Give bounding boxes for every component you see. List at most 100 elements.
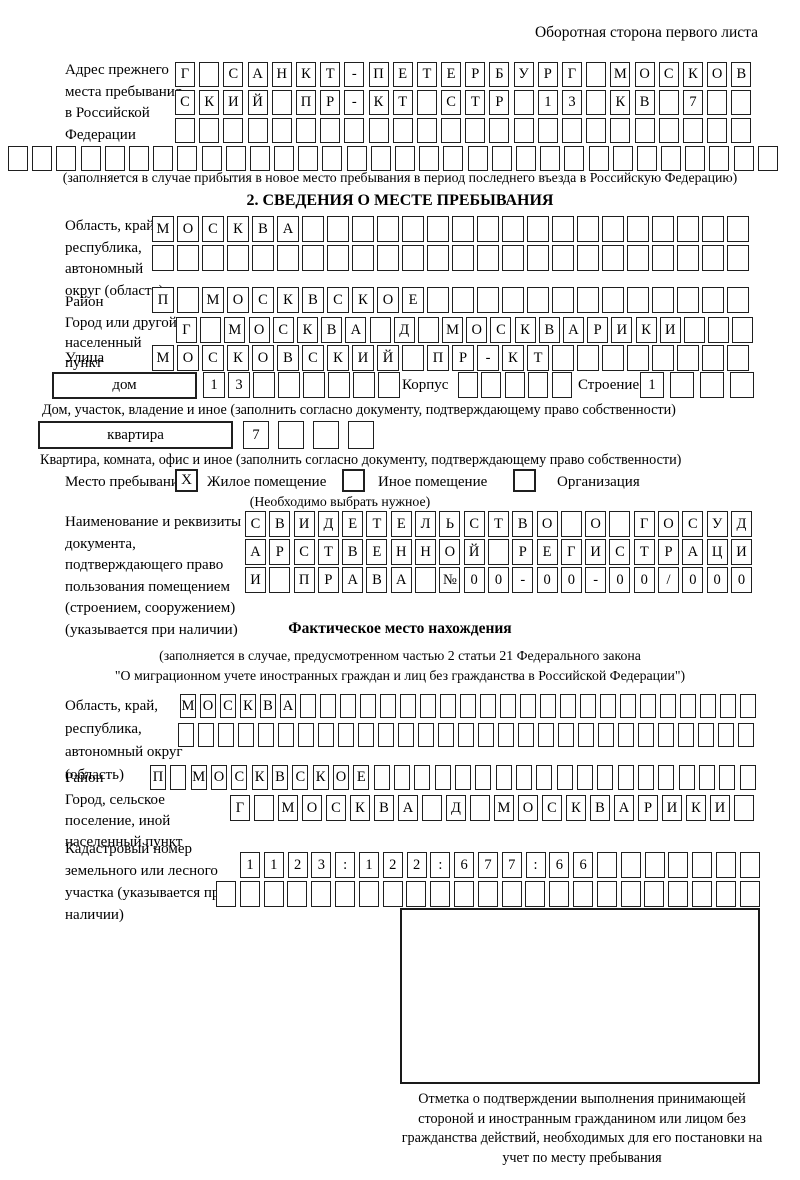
char-cell[interactable] [578, 723, 594, 747]
char-cell[interactable]: Й [463, 539, 485, 565]
char-cell[interactable]: П [427, 345, 449, 371]
char-cell[interactable] [338, 723, 354, 747]
char-cell[interactable]: С [293, 539, 315, 565]
char-cell[interactable] [677, 345, 699, 371]
char-cell[interactable]: 3 [562, 90, 582, 115]
char-cell[interactable]: М [180, 694, 196, 718]
char-cell[interactable] [551, 372, 572, 398]
char-cell[interactable] [56, 146, 77, 171]
char-cell[interactable]: А [398, 795, 418, 821]
char-cell[interactable]: Д [393, 317, 415, 343]
char-cell[interactable]: С [326, 795, 346, 821]
char-cell[interactable]: А [345, 317, 367, 343]
char-cell[interactable] [278, 421, 304, 449]
char-cell[interactable] [727, 245, 749, 271]
char-cell[interactable] [556, 765, 573, 790]
char-cell[interactable]: С [682, 511, 704, 537]
char-cell[interactable] [537, 118, 558, 143]
char-cell[interactable]: И [245, 567, 266, 593]
char-cell[interactable] [500, 694, 516, 718]
char-cell[interactable]: В [512, 511, 534, 537]
char-cell[interactable]: 3 [228, 372, 250, 398]
char-cell[interactable]: А [280, 694, 296, 718]
char-cell[interactable] [702, 345, 724, 371]
char-cell[interactable]: К [502, 345, 524, 371]
char-cell[interactable] [660, 694, 676, 718]
char-cell[interactable]: О [227, 287, 249, 313]
char-cell[interactable]: К [566, 795, 586, 821]
char-cell[interactable]: Г [175, 62, 195, 87]
char-cell[interactable] [249, 146, 270, 171]
char-cell[interactable] [580, 694, 596, 718]
char-cell[interactable]: К [295, 62, 316, 87]
char-cell[interactable] [644, 881, 665, 907]
char-cell[interactable]: С [223, 62, 244, 87]
char-cell[interactable] [617, 765, 634, 790]
char-cell[interactable]: О [248, 317, 270, 343]
char-cell[interactable]: Т [366, 511, 388, 537]
char-cell[interactable] [430, 881, 451, 907]
char-cell[interactable]: 0 [609, 567, 631, 593]
char-cell[interactable] [739, 852, 760, 878]
char-cell[interactable]: С [441, 90, 462, 115]
char-cell[interactable]: - [512, 567, 534, 593]
char-cell[interactable]: Р [587, 317, 609, 343]
char-cell[interactable] [540, 146, 561, 171]
char-cell[interactable] [478, 723, 494, 747]
char-cell[interactable] [560, 694, 576, 718]
char-cell[interactable]: П [368, 62, 389, 87]
char-cell[interactable] [698, 723, 714, 747]
char-cell[interactable] [175, 118, 195, 143]
char-cell[interactable]: О [439, 539, 461, 565]
char-cell[interactable] [538, 723, 554, 747]
char-cell[interactable] [572, 881, 593, 907]
char-cell[interactable]: Е [441, 62, 462, 87]
char-cell[interactable] [477, 881, 498, 907]
char-cell[interactable] [378, 723, 394, 747]
char-cell[interactable] [460, 694, 476, 718]
char-cell[interactable] [678, 723, 694, 747]
char-cell[interactable]: И [710, 795, 730, 821]
char-cell[interactable] [440, 694, 456, 718]
char-cell[interactable] [549, 881, 570, 907]
char-cell[interactable] [636, 146, 657, 171]
char-cell[interactable] [358, 881, 379, 907]
char-cell[interactable]: С [220, 694, 236, 718]
char-cell[interactable]: 0 [706, 567, 728, 593]
char-cell[interactable]: О [536, 511, 558, 537]
char-cell[interactable]: С [202, 216, 224, 242]
char-cell[interactable] [501, 881, 522, 907]
char-cell[interactable] [170, 765, 187, 790]
char-cell[interactable]: А [247, 62, 268, 87]
char-cell[interactable]: С [609, 539, 631, 565]
char-cell[interactable] [730, 372, 754, 398]
char-cell[interactable] [586, 118, 607, 143]
char-cell[interactable] [477, 216, 499, 242]
char-cell[interactable]: Т [633, 539, 655, 565]
char-cell[interactable]: 2 [382, 852, 403, 878]
char-cell[interactable] [644, 852, 665, 878]
char-cell[interactable]: 1 [640, 372, 664, 398]
char-cell[interactable]: Р [320, 90, 341, 115]
char-cell[interactable]: С [542, 795, 562, 821]
char-cell[interactable] [596, 881, 617, 907]
char-cell[interactable] [80, 146, 101, 171]
char-cell[interactable] [378, 372, 400, 398]
char-cell[interactable] [757, 146, 778, 171]
char-cell[interactable]: 6 [454, 852, 475, 878]
char-cell[interactable] [392, 118, 413, 143]
char-cell[interactable]: К [610, 90, 631, 115]
char-cell[interactable]: 7 [501, 852, 522, 878]
char-cell[interactable]: К [682, 62, 703, 87]
char-cell[interactable] [602, 287, 624, 313]
char-cell[interactable]: Н [415, 539, 437, 565]
char-cell[interactable] [370, 146, 391, 171]
char-cell[interactable] [377, 245, 399, 271]
char-cell[interactable]: К [296, 317, 318, 343]
char-cell[interactable]: В [731, 62, 752, 87]
char-cell[interactable] [278, 372, 300, 398]
char-cell[interactable] [358, 723, 374, 747]
char-cell[interactable] [477, 245, 499, 271]
char-cell[interactable]: А [563, 317, 584, 343]
char-cell[interactable] [295, 118, 316, 143]
